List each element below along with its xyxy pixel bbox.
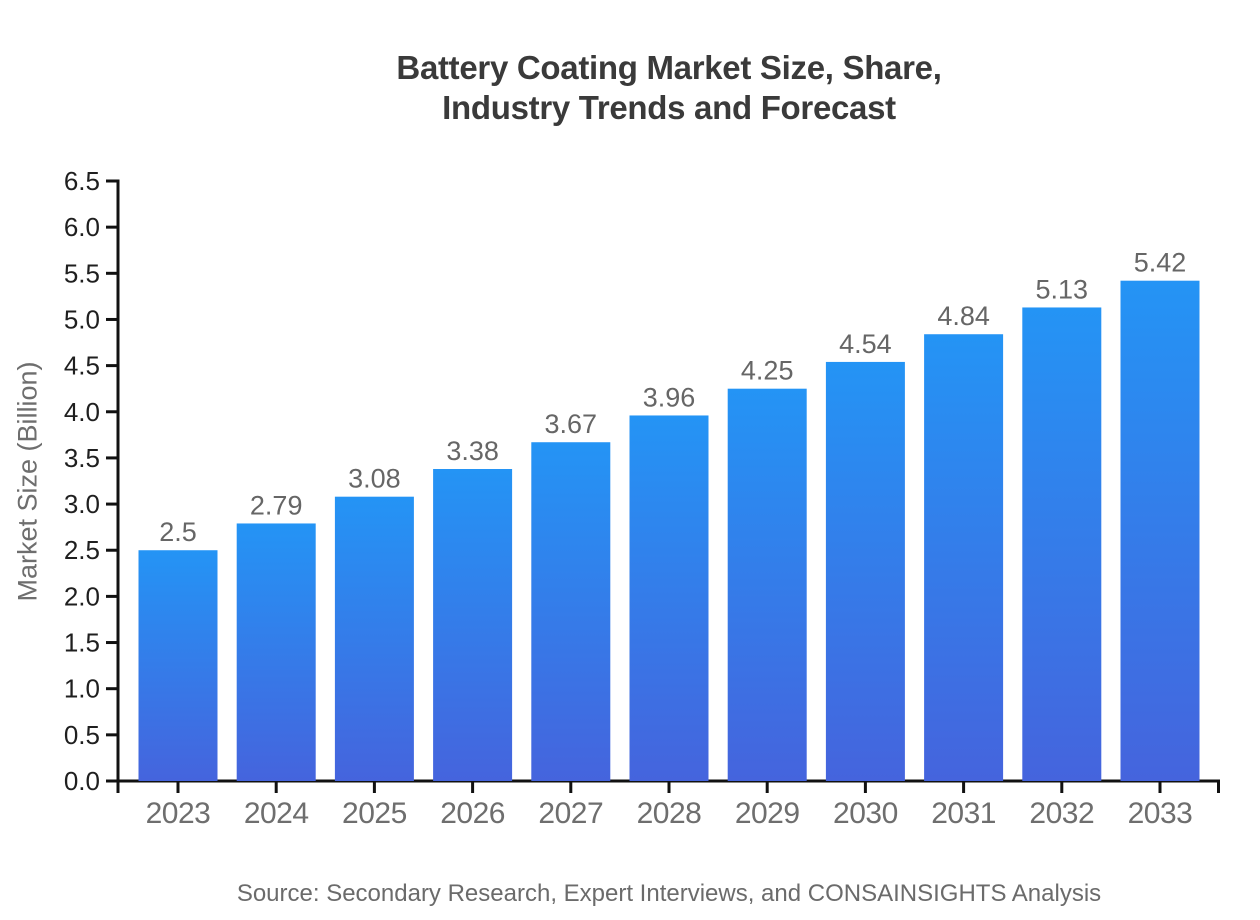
y-tick-label: 3.0 [64,489,100,519]
bar-value-label: 5.13 [1036,274,1089,304]
bar-value-label: 3.08 [348,464,401,494]
bar-value-label: 3.67 [545,409,598,439]
y-tick-label: 5.0 [64,304,100,334]
y-tick-label: 0.0 [64,766,100,796]
bar-value-label: 3.96 [643,382,696,412]
bar-2029 [727,388,807,781]
bar-2024 [236,523,316,781]
x-tick-label: 2033 [1128,797,1193,830]
bar-value-label: 3.38 [446,436,499,466]
bar-value-label: 2.79 [250,490,303,520]
bar-chart: 0.0 0.5 1.0 1.5 2.0 2.5 3.0 3.5 4.0 4.5 5.0 5.5 6.0 6… [64,166,1220,830]
bar-value-label: 2.5 [159,517,197,547]
x-tick-label: 2030 [833,797,898,830]
bar-2023 [138,550,218,781]
chart-title: Battery Coating Market Size, Share, Indu… [118,48,1220,128]
bar-2033 [1120,280,1200,781]
bar-value-label: 4.25 [741,356,794,386]
y-tick-label: 6.5 [64,166,100,196]
x-tick-label: 2024 [244,797,309,830]
x-tick-label: 2025 [342,797,407,830]
bar-2027 [531,442,611,781]
bar-value-label: 4.54 [839,329,892,359]
x-tick-label: 2031 [931,797,996,830]
bar-2030 [825,361,905,781]
y-tick-label: 2.5 [64,535,100,565]
y-tick-label: 1.0 [64,674,100,704]
y-tick-label: 3.5 [64,443,100,473]
y-tick-label: 4.0 [64,397,100,427]
bar-2025 [334,496,414,781]
chart-title-line1: Battery Coating Market Size, Share, [396,49,942,86]
y-tick-label: 2.0 [64,581,100,611]
x-tick-label: 2029 [735,797,800,830]
bar-2032 [1022,307,1102,781]
chart-title-line2: Industry Trends and Forecast [442,89,896,126]
x-tick-label: 2026 [440,797,505,830]
bar-2026 [433,469,513,781]
bar-value-label: 5.42 [1134,248,1187,278]
y-tick-label: 5.5 [64,258,100,288]
x-tick-label: 2032 [1029,797,1094,830]
y-tick-label: 6.0 [64,212,100,242]
y-tick-label: 0.5 [64,720,100,750]
bar-value-label: 4.84 [937,301,990,331]
y-tick-label: 1.5 [64,628,100,658]
source-note: Source: Secondary Research, Expert Inter… [236,880,1102,907]
x-tick-label: 2023 [146,797,211,830]
y-tick-label: 4.5 [64,351,100,381]
x-tick-label: 2027 [538,797,603,830]
bar-2031 [924,334,1004,781]
bar-2028 [629,415,709,781]
x-tick-label: 2028 [637,797,702,830]
